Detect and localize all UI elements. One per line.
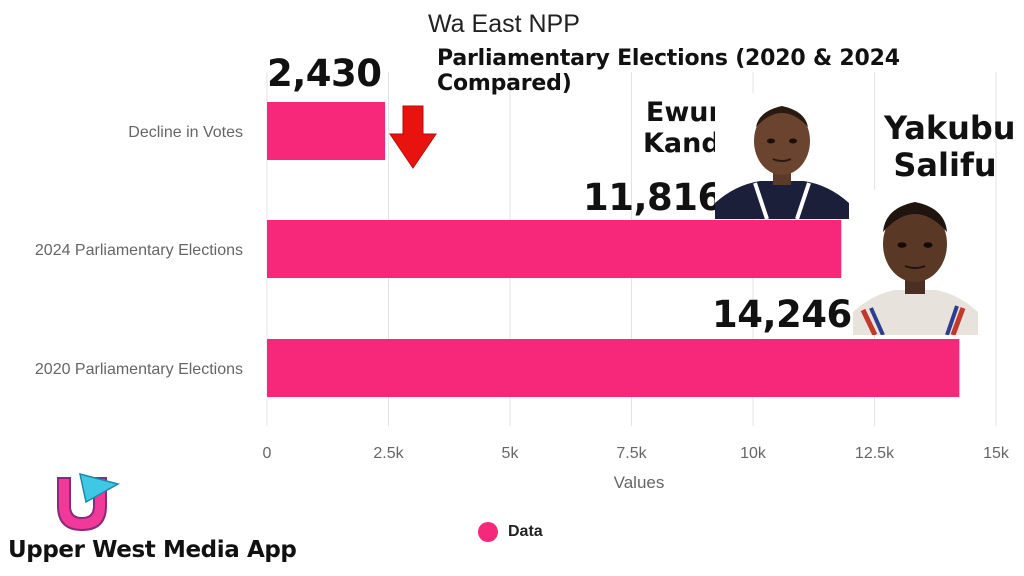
value-label-2024: 11,816 xyxy=(583,176,723,219)
legend-swatch xyxy=(478,522,498,542)
person-name-2020: Yakubu Salifu xyxy=(884,109,1016,184)
down-arrow-icon xyxy=(389,105,437,169)
category-labels: Decline in Votes 2024 Parliamentary Elect… xyxy=(35,124,243,378)
bar xyxy=(267,102,386,160)
chart-subtitle: Parliamentary Elections (2020 & 2024 Com… xyxy=(437,46,900,96)
x-axis-title: Values xyxy=(614,473,665,492)
portrait-photo-2024 xyxy=(715,93,849,219)
x-tick-label: 10k xyxy=(740,445,767,462)
x-axis-ticks: 0 2.5k 5k 7.5k 10k 12.5k 15k xyxy=(263,445,1010,462)
chart-title: Wa East NPP xyxy=(428,10,580,38)
x-tick-label: 0 xyxy=(263,445,272,462)
decline-value-label: 2,430 xyxy=(267,52,382,95)
brand-name: Upper West Media App xyxy=(8,537,297,563)
legend-label: Data xyxy=(508,523,543,540)
value-label-2020: 14,246 xyxy=(712,293,852,336)
x-tick-label: 7.5k xyxy=(616,445,647,462)
bars xyxy=(267,102,960,397)
category-label: 2020 Parliamentary Elections xyxy=(35,361,243,378)
u-play-logo-icon xyxy=(54,472,120,539)
x-tick-label: 2.5k xyxy=(373,445,404,462)
x-tick-label: 12.5k xyxy=(855,445,895,462)
chart-legend: Data xyxy=(478,522,543,542)
bar xyxy=(267,339,960,397)
portrait-photo-2020 xyxy=(853,190,978,335)
x-tick-label: 5k xyxy=(502,445,520,462)
category-label: Decline in Votes xyxy=(128,124,243,141)
category-label: 2024 Parliamentary Elections xyxy=(35,242,243,259)
bar xyxy=(267,220,842,278)
x-tick-label: 15k xyxy=(983,445,1010,462)
